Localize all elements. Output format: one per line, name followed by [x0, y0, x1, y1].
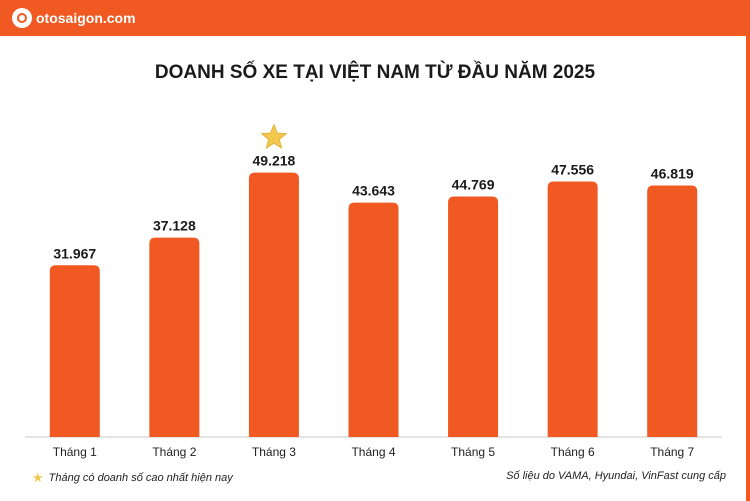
bar-5 — [448, 196, 499, 437]
bar-4 — [348, 202, 399, 437]
chart-title: DOANH SỐ XE TẠI VIỆT NAM TỪ ĐẦU NĂM 2025 — [154, 62, 596, 83]
logo-text: otosaigon.com — [36, 10, 136, 26]
brand-logo[interactable]: otosaigon.com — [12, 8, 136, 28]
x-tick-label: Tháng 6 — [551, 445, 595, 459]
legend-note-text: Tháng có doanh số cao nhất hiện nay — [48, 472, 233, 484]
bar-7 — [647, 185, 698, 437]
footer: ★ Tháng có doanh số cao nhất hiện nay Số… — [0, 470, 750, 490]
bar-value-label: 44.769 — [452, 177, 495, 193]
x-tick-label: Tháng 3 — [252, 445, 296, 459]
source-note: Số liệu do VAMA, Hyundai, VinFast cung c… — [506, 470, 726, 482]
x-tick-label: Tháng 4 — [351, 445, 395, 459]
x-tick-label: Tháng 2 — [152, 445, 196, 459]
legend-note: ★ Tháng có doanh số cao nhất hiện nay — [32, 470, 233, 486]
top-banner: otosaigon.com — [0, 0, 750, 36]
bar-6 — [547, 181, 598, 437]
bar-value-label: 49.218 — [253, 153, 296, 169]
right-accent-strip — [746, 36, 750, 501]
bar-2 — [149, 237, 200, 437]
bar-value-label: 43.643 — [352, 183, 395, 199]
x-tick-label: Tháng 7 — [650, 445, 694, 459]
bar-value-label: 37.128 — [153, 218, 196, 234]
bar-value-label: 46.819 — [651, 166, 694, 182]
x-tick-label: Tháng 5 — [451, 445, 495, 459]
bar-value-label: 31.967 — [53, 245, 96, 261]
x-tick-label: Tháng 1 — [53, 445, 97, 459]
star-icon: ★ — [32, 470, 44, 485]
bar-3 — [248, 172, 299, 437]
bar-1 — [49, 265, 100, 437]
bar-value-label: 47.556 — [551, 162, 594, 178]
highlight-star-icon — [261, 124, 287, 149]
logo-icon — [12, 8, 32, 28]
